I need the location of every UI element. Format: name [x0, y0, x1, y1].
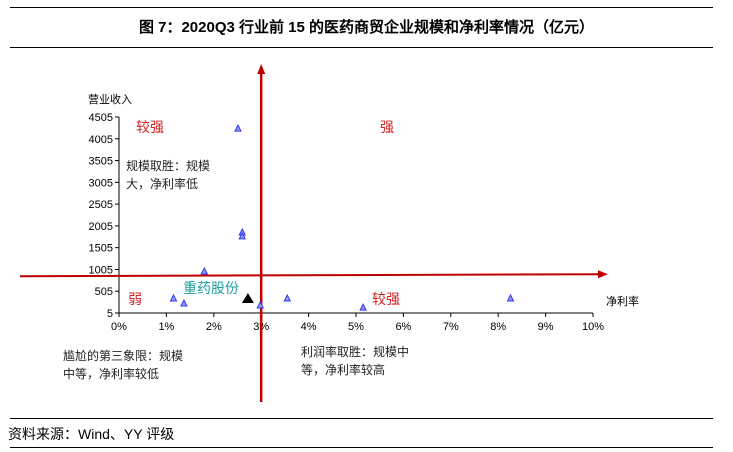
x-tick-label: 10%: [582, 321, 604, 333]
annotation-bottom-right-1: 利润率取胜：规模中: [301, 344, 409, 359]
x-tick-label: 1%: [158, 321, 174, 333]
x-tick-label: 4%: [301, 321, 317, 333]
data-point: [234, 123, 242, 132]
bottom-rule: [10, 447, 713, 448]
data-point: [238, 231, 247, 240]
title-rule: [10, 47, 713, 48]
horizontal-divider-line: [19, 273, 601, 278]
horizontal-arrowhead: [598, 270, 608, 279]
x-tick-label: 7%: [443, 321, 459, 333]
data-point: [180, 298, 188, 307]
data-point: [506, 293, 515, 302]
annotation-top-left-1: 规模取胜：规模: [126, 158, 210, 173]
y-tick-label: 5: [107, 308, 113, 320]
data-point: [359, 303, 367, 311]
vertical-arrowhead: [257, 64, 266, 74]
chart-title: 图 7：2020Q3 行业前 15 的医药商贸企业规模和净利率情况（亿元）: [138, 19, 595, 36]
y-tick-label: 1005: [89, 264, 113, 276]
quadrant-label-top-left: 较强: [136, 120, 164, 136]
annotation-bottom-left-1: 尴尬的第三象限：规模: [63, 348, 183, 363]
y-tick-label: 4005: [89, 134, 113, 146]
x-tick-label: 9%: [538, 321, 554, 333]
y-tick-label: 4505: [89, 112, 113, 124]
annotation-bottom-right-2: 等，净利率较高: [301, 362, 385, 377]
x-axis-label: 净利率: [606, 294, 639, 308]
x-tick-label: 8%: [490, 321, 506, 333]
highlight-label: 重药股份: [183, 281, 239, 297]
y-tick-label: 2505: [89, 199, 113, 211]
y-tick-label: 2005: [89, 221, 113, 233]
annotation-top-left-2: 大，净利率低: [126, 176, 198, 191]
y-tick-label: 1505: [89, 243, 113, 255]
x-tick-label: 5%: [348, 321, 364, 333]
highlight-point: [241, 292, 254, 303]
source-note: 资料来源：Wind、YY 评级: [8, 426, 175, 442]
x-tick-label: 0%: [111, 321, 127, 333]
y-axis-label: 营业收入: [88, 92, 132, 106]
quadrant-label-bottom-right: 较强: [372, 292, 400, 308]
y-tick-label: 505: [95, 286, 113, 298]
data-point: [200, 266, 209, 275]
data-point: [169, 293, 178, 302]
quadrant-label-top-right: 强: [380, 120, 394, 136]
y-tick-label: 3005: [89, 177, 113, 189]
quadrant-label-bottom-left: 弱: [128, 292, 142, 308]
x-tick-label: 6%: [395, 321, 411, 333]
top-rule: [10, 7, 713, 8]
source-rule-top: [10, 418, 713, 419]
x-tick-label: 2%: [206, 321, 222, 333]
data-point: [256, 300, 265, 309]
data-point: [283, 293, 292, 302]
y-tick-label: 3505: [89, 156, 113, 168]
annotation-bottom-left-2: 中等，净利率较低: [63, 366, 159, 381]
